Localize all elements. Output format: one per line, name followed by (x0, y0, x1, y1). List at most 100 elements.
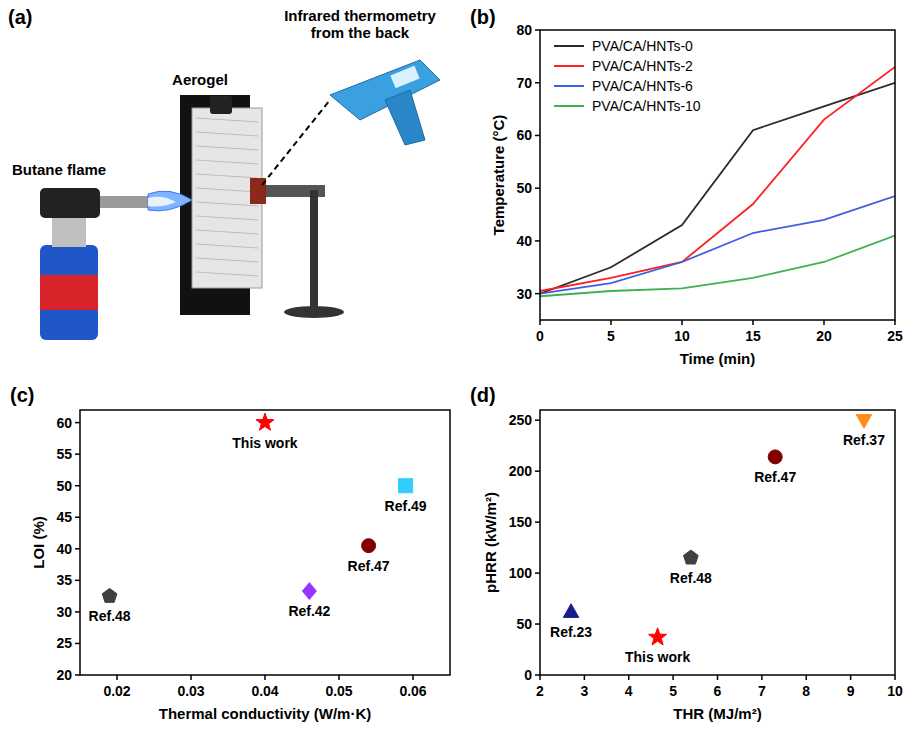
clip (210, 96, 232, 114)
legend-swatch (554, 65, 584, 67)
aerogel-texture (196, 188, 258, 192)
y-axis-title: pHRR (kW/m²) (482, 492, 499, 593)
chart-panel: (c)0.020.030.040.050.0620253035404550556… (10, 384, 450, 722)
legend-label: PVA/CA/HNTs-10 (592, 98, 701, 114)
aerogel-texture (196, 132, 258, 136)
x-tick-label: 6 (714, 683, 722, 699)
point (649, 628, 667, 645)
y-tick-label: 50 (516, 616, 532, 632)
legend-swatch (554, 85, 584, 87)
y-tick-label: 20 (56, 667, 72, 683)
aerogel-texture (196, 244, 258, 248)
panel-label: (b) (470, 6, 496, 28)
x-tick-label: 15 (745, 328, 761, 344)
legend-label: PVA/CA/HNTs-6 (592, 78, 693, 94)
x-tick-label: 0.05 (325, 683, 352, 699)
torch-can (40, 245, 98, 340)
point-label: Ref.37 (843, 432, 885, 448)
x-tick-label: 8 (802, 683, 810, 699)
x-axis-title: Thermal conductivity (W/m·K) (159, 705, 372, 722)
label-line: from the back (311, 24, 410, 41)
thermometer-body (330, 60, 440, 120)
panel-label: (d) (470, 384, 496, 406)
y-tick-label: 30 (56, 604, 72, 620)
series-line (540, 83, 895, 294)
y-tick-label: 55 (56, 446, 72, 462)
panel-label: (c) (10, 384, 34, 406)
y-tick-label: 0 (524, 667, 532, 683)
point (256, 413, 274, 430)
x-tick-label: 2 (536, 683, 544, 699)
point (102, 588, 117, 602)
x-tick-label: 10 (674, 328, 690, 344)
point (768, 450, 782, 464)
y-tick-label: 200 (509, 463, 533, 479)
x-tick-label: 10 (887, 683, 903, 699)
measure-line (262, 100, 330, 185)
label-thermometry: Infrared thermometryfrom the back (284, 7, 436, 41)
point-label: Ref.49 (385, 498, 427, 514)
point (302, 583, 316, 600)
aerogel-texture (196, 160, 258, 164)
point-label: Ref.48 (89, 608, 131, 624)
y-tick-label: 60 (516, 127, 532, 143)
torch-nozzle (100, 196, 148, 208)
aerogel-texture (196, 272, 258, 276)
legend-swatch (554, 105, 584, 107)
panel-label: (a) (8, 6, 32, 28)
torch-valve (52, 215, 86, 247)
y-tick-label: 40 (56, 541, 72, 557)
series-line (540, 236, 895, 297)
chart-panel: (b)0510152025304050607080Time (min)Tempe… (470, 6, 903, 367)
figure: (a) Infrared thermometryfrom the back Aero… (0, 0, 920, 736)
label-aerogel: Aerogel (172, 71, 228, 88)
point (684, 550, 699, 564)
point-label: Ref.47 (348, 558, 390, 574)
y-tick-label: 100 (509, 565, 533, 581)
series-line (540, 196, 895, 294)
point-label: Ref.48 (670, 570, 712, 586)
plot-frame (80, 410, 450, 675)
flame-core (148, 197, 176, 207)
y-axis-title: Temperature (°C) (490, 115, 507, 236)
aerogel-texture (196, 216, 258, 220)
point-label: Ref.47 (754, 469, 796, 485)
torch-head (40, 188, 100, 218)
x-tick-label: 7 (758, 683, 766, 699)
y-tick-label: 30 (516, 286, 532, 302)
legend-label: PVA/CA/HNTs-2 (592, 58, 693, 74)
point (856, 415, 871, 429)
point (362, 539, 376, 553)
y-tick-label: 70 (516, 75, 532, 91)
point-label: This work (625, 649, 691, 665)
y-tick-label: 50 (56, 478, 72, 494)
x-tick-label: 0.06 (399, 683, 426, 699)
x-tick-label: 0.02 (103, 683, 130, 699)
y-tick-label: 80 (516, 22, 532, 38)
legend-swatch (554, 45, 584, 47)
point-labels: Ref.23 This work Ref.48 Ref.47 Ref.37 (550, 432, 885, 665)
point-label: Ref.23 (550, 624, 592, 640)
y-tick-label: 35 (56, 572, 72, 588)
aerogel-texture (196, 146, 258, 150)
stand-rod (310, 190, 318, 310)
legend-label: PVA/CA/HNTs-0 (592, 38, 693, 54)
x-tick-label: 0.03 (177, 683, 204, 699)
x-axis-title: THR (MJ/m²) (673, 705, 761, 722)
plot-area (563, 415, 871, 645)
point-label: This work (232, 435, 298, 451)
aerogel-texture (196, 258, 258, 262)
point-label: Ref.42 (288, 603, 330, 619)
label-line: Infrared thermometry (284, 7, 436, 24)
x-tick-label: 5 (607, 328, 615, 344)
illustration: (a) Infrared thermometryfrom the back Aero… (8, 6, 440, 340)
y-tick-label: 45 (56, 509, 72, 525)
x-tick-label: 0.04 (251, 683, 278, 699)
y-tick-label: 250 (509, 412, 533, 428)
point-labels: This work Ref.49 Ref.47 Ref.42 Ref.48 (89, 435, 427, 625)
x-tick-label: 5 (669, 683, 677, 699)
aerogel-texture (196, 118, 258, 122)
aerogel-texture (196, 202, 258, 206)
x-tick-label: 9 (847, 683, 855, 699)
label-flame: Butane flame (12, 161, 106, 178)
